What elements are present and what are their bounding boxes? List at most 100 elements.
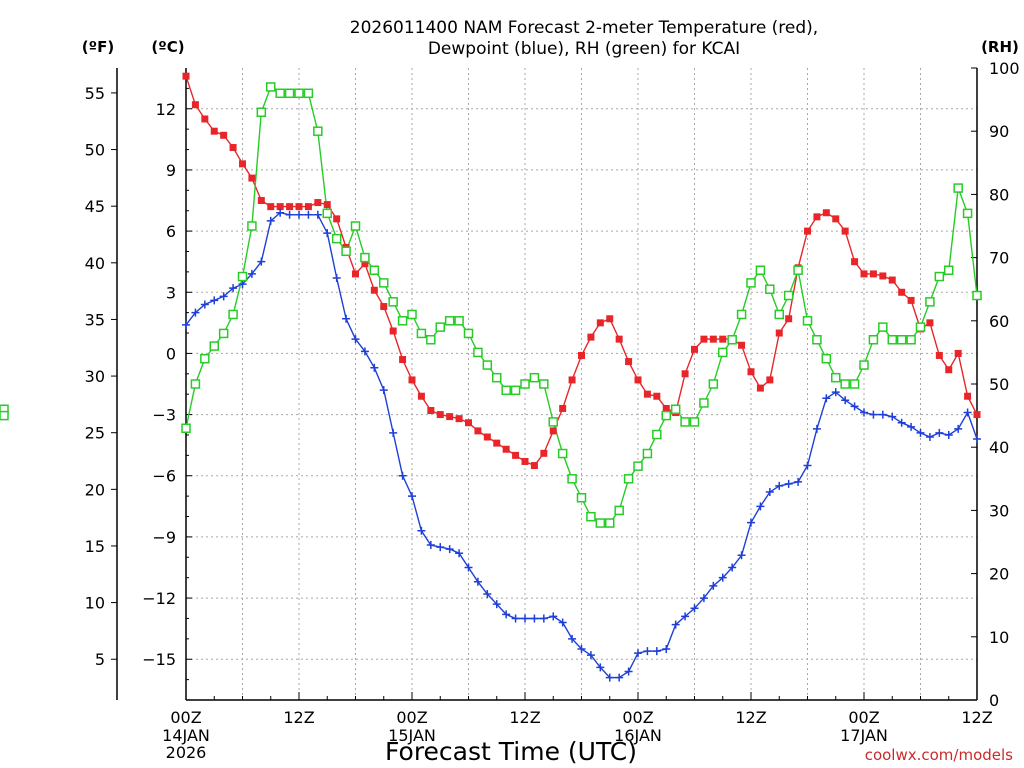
rh-point — [322, 208, 332, 219]
time-tick-label: 12Z — [735, 708, 766, 727]
x-axis-title: Forecast Time (UTC) — [385, 737, 637, 766]
time-tick-label: 00Z — [622, 708, 653, 727]
dewpoint-point — [954, 424, 963, 433]
fahrenheit-tick-label: 40 — [85, 254, 105, 273]
rh-point — [972, 290, 982, 301]
celsius-tick-label: −9 — [152, 528, 176, 547]
dewpoint-point — [963, 408, 972, 417]
temperature-point — [775, 329, 783, 337]
rh-point — [303, 88, 314, 99]
dewpoint-point — [426, 541, 435, 550]
temperature-point — [512, 451, 520, 459]
dewpoint-point — [266, 216, 275, 225]
rh-point — [331, 233, 342, 244]
temperature-point — [408, 376, 416, 384]
rh-point — [397, 316, 408, 326]
rh-point — [944, 265, 954, 275]
dewpoint-point — [408, 492, 416, 501]
dewpoint-point — [276, 208, 285, 217]
temperature-point — [813, 213, 821, 221]
dewpoint-point — [671, 620, 680, 629]
rh-point — [736, 309, 747, 320]
rh-point — [557, 448, 568, 459]
temperature-point — [700, 335, 708, 343]
rh-point — [840, 379, 850, 389]
rh-point — [284, 88, 295, 99]
dewpoint-point — [897, 418, 906, 427]
temperature-point — [926, 319, 934, 327]
dewpoint-point — [662, 645, 671, 654]
rh-point — [925, 297, 935, 307]
rh-point — [746, 278, 756, 288]
dewpoint-point — [935, 428, 944, 437]
rh-point — [313, 126, 323, 136]
temperature-point — [493, 439, 501, 447]
dewpoint-point — [182, 320, 190, 329]
temperature-point — [709, 335, 717, 343]
date-label: 2026 — [166, 743, 207, 762]
chart-title-line2: Dewpoint (blue), RH (green) for KCAI — [428, 39, 740, 59]
celsius-tick-label: 12 — [156, 100, 176, 119]
dewpoint-point — [473, 577, 482, 586]
temperature-point — [483, 433, 491, 441]
temperature-point — [191, 101, 199, 109]
dewpoint-point — [502, 610, 511, 619]
temperature-point — [625, 358, 633, 366]
dewpoint-point — [568, 634, 577, 643]
dewpoint-point — [747, 518, 755, 527]
rh-point — [426, 335, 436, 345]
dewpoint-point — [784, 479, 793, 488]
rh-point — [294, 88, 304, 99]
time-tick-label: 12Z — [283, 708, 314, 727]
dewpoint-point — [756, 502, 765, 511]
rh-point — [708, 379, 719, 389]
dewpoint-point — [775, 481, 784, 490]
temperature-point — [596, 319, 604, 327]
rh-point — [341, 246, 351, 257]
rh-point — [595, 518, 606, 528]
temperature-point — [804, 227, 811, 235]
chart-title-line1: 2026011400 NAM Forecast 2-meter Temperat… — [350, 18, 818, 38]
dewpoint-point — [530, 614, 539, 623]
dewpoint-point — [888, 412, 897, 421]
rh-point — [586, 511, 596, 522]
dewpoint-point — [652, 647, 661, 656]
dewpoint-point — [455, 549, 464, 558]
rh-point — [510, 385, 521, 396]
dewpoint-point — [210, 296, 219, 305]
dewpoint-point — [718, 573, 727, 582]
rh-point — [765, 284, 775, 294]
rh-point — [256, 107, 267, 117]
fahrenheit-tick-label: 25 — [85, 424, 105, 443]
rh-point — [379, 278, 389, 288]
rh-point — [529, 372, 540, 383]
temperature-point — [738, 341, 746, 349]
dewpoint-point — [634, 649, 642, 658]
dewpoint-point — [360, 347, 369, 356]
dewpoint-point — [728, 563, 737, 572]
dewpoint-point — [313, 210, 322, 219]
rh-point — [670, 404, 681, 415]
rh-point — [520, 379, 530, 389]
rh-point — [473, 347, 483, 358]
temperature-point — [879, 272, 887, 280]
temperature-point — [756, 384, 764, 392]
rh-point — [407, 309, 417, 320]
dewpoint-point — [643, 647, 652, 656]
rh-tick-label: 100 — [989, 59, 1020, 78]
rh-point — [492, 372, 502, 383]
dewpoint-point — [539, 614, 548, 623]
temperature-point — [474, 427, 482, 435]
temperature-point — [719, 335, 727, 343]
temperature-point — [239, 160, 246, 168]
dewpoint-point — [464, 563, 473, 572]
rh-point — [887, 335, 897, 345]
temperature-point — [935, 351, 943, 359]
dewpoint-point — [247, 269, 256, 278]
rh-point — [416, 328, 427, 339]
dewpoint-point — [398, 471, 407, 480]
dewpoint-point — [586, 651, 595, 660]
temperature-point — [559, 404, 567, 412]
dewpoint-point — [191, 308, 200, 317]
rh-point — [680, 417, 690, 427]
